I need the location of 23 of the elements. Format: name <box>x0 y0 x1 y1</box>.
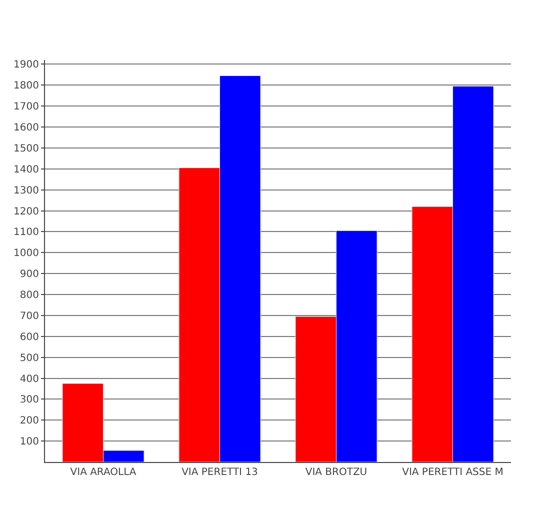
y-tick-label: 1900 <box>14 60 39 71</box>
y-tick-label: 700 <box>20 310 39 322</box>
y-tick-label: 1100 <box>14 227 39 238</box>
x-tick-label: VIA PERETTI ASSE M <box>402 467 504 478</box>
y-tick-label: 900 <box>20 269 39 280</box>
y-tick-label: 800 <box>20 290 39 301</box>
x-tick-label: VIA PERETTI 13 <box>182 467 258 478</box>
y-tick-label: 100 <box>20 436 39 448</box>
y-tick-label: 600 <box>20 332 39 343</box>
y-tick-label: 400 <box>20 374 39 385</box>
y-tick-label: 300 <box>20 394 39 406</box>
y-tick-label: 1200 <box>14 206 39 218</box>
y-tick-label: 1000 <box>14 248 39 260</box>
y-tick-label: 1500 <box>14 143 39 154</box>
y-tick-label: 200 <box>20 416 39 427</box>
y-tick-label: 500 <box>20 352 39 364</box>
y-tick-label: 1300 <box>14 185 39 196</box>
x-tick-label: VIA BROTZU <box>305 467 368 478</box>
y-tick-label: 1400 <box>14 164 39 176</box>
y-tick-label: 1700 <box>14 102 39 113</box>
y-tick-label: 1800 <box>14 80 39 92</box>
y-tick-label: 1600 <box>14 122 39 134</box>
x-tick-label: VIA ARAOLLA <box>70 467 136 478</box>
